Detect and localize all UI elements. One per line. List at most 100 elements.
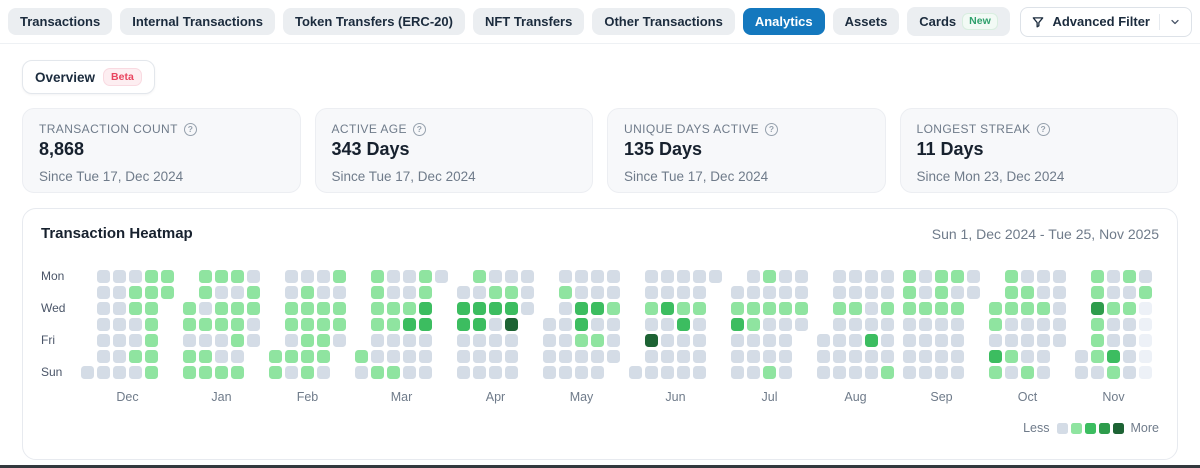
heatmap-cell[interactable] — [865, 270, 878, 283]
heatmap-cell[interactable] — [881, 350, 894, 363]
heatmap-cell[interactable] — [269, 350, 282, 363]
heatmap-cell[interactable] — [747, 366, 760, 379]
heatmap-cell[interactable] — [317, 302, 330, 315]
heatmap-cell[interactable] — [371, 286, 384, 299]
heatmap-cell[interactable] — [199, 334, 212, 347]
heatmap-cell[interactable] — [403, 366, 416, 379]
heatmap-cell[interactable] — [607, 286, 620, 299]
heatmap-cell[interactable] — [795, 286, 808, 299]
heatmap-cell[interactable] — [779, 286, 792, 299]
heatmap-cell[interactable] — [97, 270, 110, 283]
heatmap-cell[interactable] — [833, 334, 846, 347]
heatmap-cell[interactable] — [817, 350, 830, 363]
heatmap-cell[interactable] — [661, 302, 674, 315]
heatmap-cell[interactable] — [575, 334, 588, 347]
heatmap-cell[interactable] — [881, 318, 894, 331]
heatmap-cell[interactable] — [693, 270, 706, 283]
heatmap-cell[interactable] — [1075, 366, 1088, 379]
heatmap-cell[interactable] — [919, 270, 932, 283]
help-icon[interactable]: ? — [1036, 122, 1050, 136]
heatmap-cell[interactable] — [903, 366, 916, 379]
heatmap-cell[interactable] — [457, 334, 470, 347]
heatmap-cell[interactable] — [215, 270, 228, 283]
heatmap-cell[interactable] — [457, 286, 470, 299]
heatmap-cell[interactable] — [629, 366, 642, 379]
heatmap-cell[interactable] — [247, 318, 260, 331]
heatmap-cell[interactable] — [935, 286, 948, 299]
heatmap-cell[interactable] — [145, 318, 158, 331]
heatmap-cell[interactable] — [833, 318, 846, 331]
heatmap-cell[interactable] — [355, 350, 368, 363]
heatmap-cell[interactable] — [1107, 286, 1120, 299]
heatmap-cell[interactable] — [645, 350, 658, 363]
heatmap-cell[interactable] — [419, 334, 432, 347]
heatmap-cell[interactable] — [645, 270, 658, 283]
heatmap-cell[interactable] — [1107, 366, 1120, 379]
heatmap-cell[interactable] — [1139, 334, 1152, 347]
heatmap-cell[interactable] — [645, 334, 658, 347]
heatmap-cell[interactable] — [849, 270, 862, 283]
heatmap-cell[interactable] — [231, 334, 244, 347]
heatmap-cell[interactable] — [763, 366, 776, 379]
heatmap-cell[interactable] — [1021, 302, 1034, 315]
heatmap-cell[interactable] — [1091, 286, 1104, 299]
heatmap-cell[interactable] — [731, 366, 744, 379]
heatmap-cell[interactable] — [763, 286, 776, 299]
heatmap-cell[interactable] — [419, 366, 432, 379]
heatmap-cell[interactable] — [731, 334, 744, 347]
heatmap-cell[interactable] — [919, 302, 932, 315]
heatmap-cell[interactable] — [489, 318, 502, 331]
heatmap-cell[interactable] — [419, 350, 432, 363]
heatmap-cell[interactable] — [747, 350, 760, 363]
heatmap-cell[interactable] — [865, 350, 878, 363]
heatmap-cell[interactable] — [865, 318, 878, 331]
heatmap-cell[interactable] — [903, 286, 916, 299]
heatmap-cell[interactable] — [113, 318, 126, 331]
heatmap-cell[interactable] — [301, 286, 314, 299]
heatmap-cell[interactable] — [865, 366, 878, 379]
heatmap-cell[interactable] — [371, 302, 384, 315]
heatmap-cell[interactable] — [1107, 350, 1120, 363]
heatmap-cell[interactable] — [903, 270, 916, 283]
heatmap-cell[interactable] — [129, 350, 142, 363]
heatmap-cell[interactable] — [1005, 270, 1018, 283]
heatmap-cell[interactable] — [489, 366, 502, 379]
heatmap-cell[interactable] — [1123, 318, 1136, 331]
heatmap-cell[interactable] — [779, 318, 792, 331]
heatmap-cell[interactable] — [505, 350, 518, 363]
heatmap-cell[interactable] — [1021, 366, 1034, 379]
heatmap-cell[interactable] — [113, 302, 126, 315]
heatmap-cell[interactable] — [231, 270, 244, 283]
heatmap-cell[interactable] — [645, 286, 658, 299]
heatmap-cell[interactable] — [881, 334, 894, 347]
heatmap-cell[interactable] — [231, 318, 244, 331]
heatmap-cell[interactable] — [935, 270, 948, 283]
heatmap-cell[interactable] — [403, 286, 416, 299]
tab-nft-transfers[interactable]: NFT Transfers — [472, 8, 585, 35]
heatmap-cell[interactable] — [747, 270, 760, 283]
heatmap-cell[interactable] — [779, 270, 792, 283]
heatmap-cell[interactable] — [591, 270, 604, 283]
heatmap-cell[interactable] — [661, 318, 674, 331]
heatmap-cell[interactable] — [489, 334, 502, 347]
heatmap-cell[interactable] — [403, 302, 416, 315]
heatmap-cell[interactable] — [1091, 270, 1104, 283]
heatmap-cell[interactable] — [849, 286, 862, 299]
heatmap-cell[interactable] — [935, 366, 948, 379]
heatmap-cell[interactable] — [371, 334, 384, 347]
heatmap-cell[interactable] — [693, 350, 706, 363]
heatmap-cell[interactable] — [199, 270, 212, 283]
heatmap-cell[interactable] — [129, 366, 142, 379]
heatmap-cell[interactable] — [505, 302, 518, 315]
heatmap-cell[interactable] — [693, 286, 706, 299]
heatmap-cell[interactable] — [1005, 302, 1018, 315]
heatmap-cell[interactable] — [1005, 318, 1018, 331]
heatmap-cell[interactable] — [951, 366, 964, 379]
heatmap-cell[interactable] — [403, 334, 416, 347]
heatmap-cell[interactable] — [387, 270, 400, 283]
heatmap-cell[interactable] — [849, 302, 862, 315]
heatmap-cell[interactable] — [989, 318, 1002, 331]
help-icon[interactable]: ? — [412, 122, 426, 136]
heatmap-cell[interactable] — [199, 302, 212, 315]
heatmap-cell[interactable] — [1139, 270, 1152, 283]
